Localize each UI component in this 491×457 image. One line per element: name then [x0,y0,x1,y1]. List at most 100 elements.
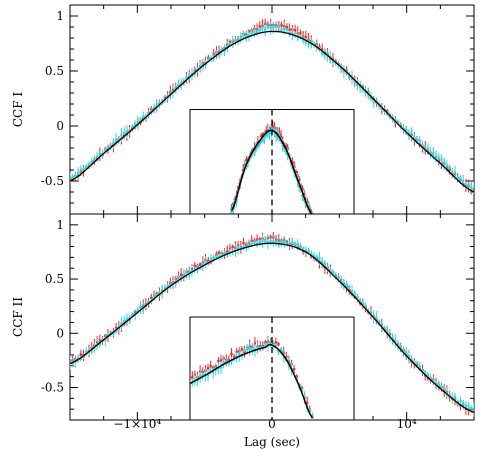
series-cyan-point [337,277,340,280]
series-cyan-point [399,345,402,349]
series-cyan-point [304,249,308,252]
series-cyan-point [339,67,343,70]
series-cyan-point [280,241,283,244]
series-cyan-point [323,52,327,56]
inset-series-cyan-point [193,378,197,381]
series-cyan-point [334,274,337,277]
series-red-point [70,359,72,362]
series-cyan-point [269,239,272,243]
series-cyan-point [98,153,102,156]
series-cyan-point [312,42,316,46]
series-red-point [285,26,289,29]
x-tick-label: 0 [268,417,276,431]
series-cyan-point [434,382,438,385]
series-cyan-point [283,240,286,244]
inset-series-cyan-point [260,139,263,142]
inset-series-red-point [265,130,268,133]
series-cyan-point [106,333,110,337]
inset-series-cyan-point [206,374,210,377]
series-cyan-point [114,138,118,141]
series-cyan-point [342,70,346,73]
series-cyan-point [166,284,169,288]
inset-series-red-point [206,367,210,370]
series-cyan-point [423,147,427,150]
y-tick-label: 0.5 [45,64,64,78]
series-cyan-point [123,131,126,135]
series-cyan-point [459,177,462,180]
x-tick-label: −1×10⁴ [113,417,161,431]
inset-series-cyan-point [266,343,270,346]
series-cyan-point [190,72,194,76]
series-cyan-point [242,34,245,38]
series-cyan-point [415,361,419,365]
inset-series-cyan-point [230,210,233,214]
inset-series-cyan-point [250,154,253,158]
series-red-point [217,251,221,255]
inset-series-cyan-point [248,347,251,351]
series-cyan-point [429,151,432,154]
series-cyan-point [288,243,291,246]
series-cyan-point [76,172,80,175]
inset-series-cyan-point [283,146,286,150]
series-cyan-point [234,39,237,42]
series-cyan-point [331,271,335,274]
inset-series-cyan-point [209,369,212,372]
series-cyan-point [120,134,123,137]
series-cyan-point [413,361,416,364]
series-cyan-point [239,246,243,250]
series-cyan-point [171,281,175,285]
inset-series-cyan-point [258,142,261,145]
series-cyan-point [264,239,267,242]
series-cyan-point [182,273,186,276]
series-cyan-point [82,355,85,358]
series-red-point [179,273,183,276]
series-cyan-point [147,300,150,303]
inset-series-cyan-point [227,361,231,365]
series-cyan-point [136,121,139,125]
series-cyan-point [348,286,351,289]
series-cyan-point [437,383,440,386]
inset-series-red-point [301,187,304,191]
series-cyan-point [386,330,389,333]
series-red-point [198,263,202,266]
inset-series-red-point [190,376,191,380]
inset-series-cyan-point [256,346,259,349]
inset-series-cyan-point [201,374,204,377]
series-cyan-point [440,385,443,388]
series-cyan-point [261,239,264,243]
series-cyan-point [250,31,253,34]
inset-series-cyan-point [225,360,228,363]
inset-series-cyan-point [235,198,238,202]
series-cyan-point [139,118,142,121]
series-cyan-point [223,251,226,255]
series-red-point [242,242,245,245]
series-cyan-point [71,176,74,179]
series-cyan-point [177,277,180,280]
series-cyan-point [85,350,88,353]
series-cyan-point [437,157,440,160]
inset-series-red-point [285,355,288,359]
series-cyan-point [266,241,270,244]
series-cyan-point [207,58,210,61]
series-cyan-point [421,370,424,373]
series-cyan-point [456,176,459,179]
inset-series-red-point [291,161,294,165]
series-cyan-point [231,40,234,44]
series-cyan-point [247,243,251,246]
series-cyan-point [182,80,186,83]
series-cyan-point [291,32,294,35]
series-cyan-point [364,304,367,308]
series-cyan-point [380,324,384,328]
series-cyan-point [185,76,188,80]
series-cyan-point [152,106,156,110]
series-cyan-point [285,28,289,32]
series-cyan-point [131,313,134,316]
series-cyan-point [369,311,373,315]
series-cyan-point [320,51,324,55]
series-cyan-point [125,130,129,133]
series-cyan-point [79,357,83,360]
inset-series-red-point [292,368,296,371]
series-cyan-point [312,254,316,258]
series-cyan-point [125,317,129,321]
inset-series-red-point [260,134,263,138]
